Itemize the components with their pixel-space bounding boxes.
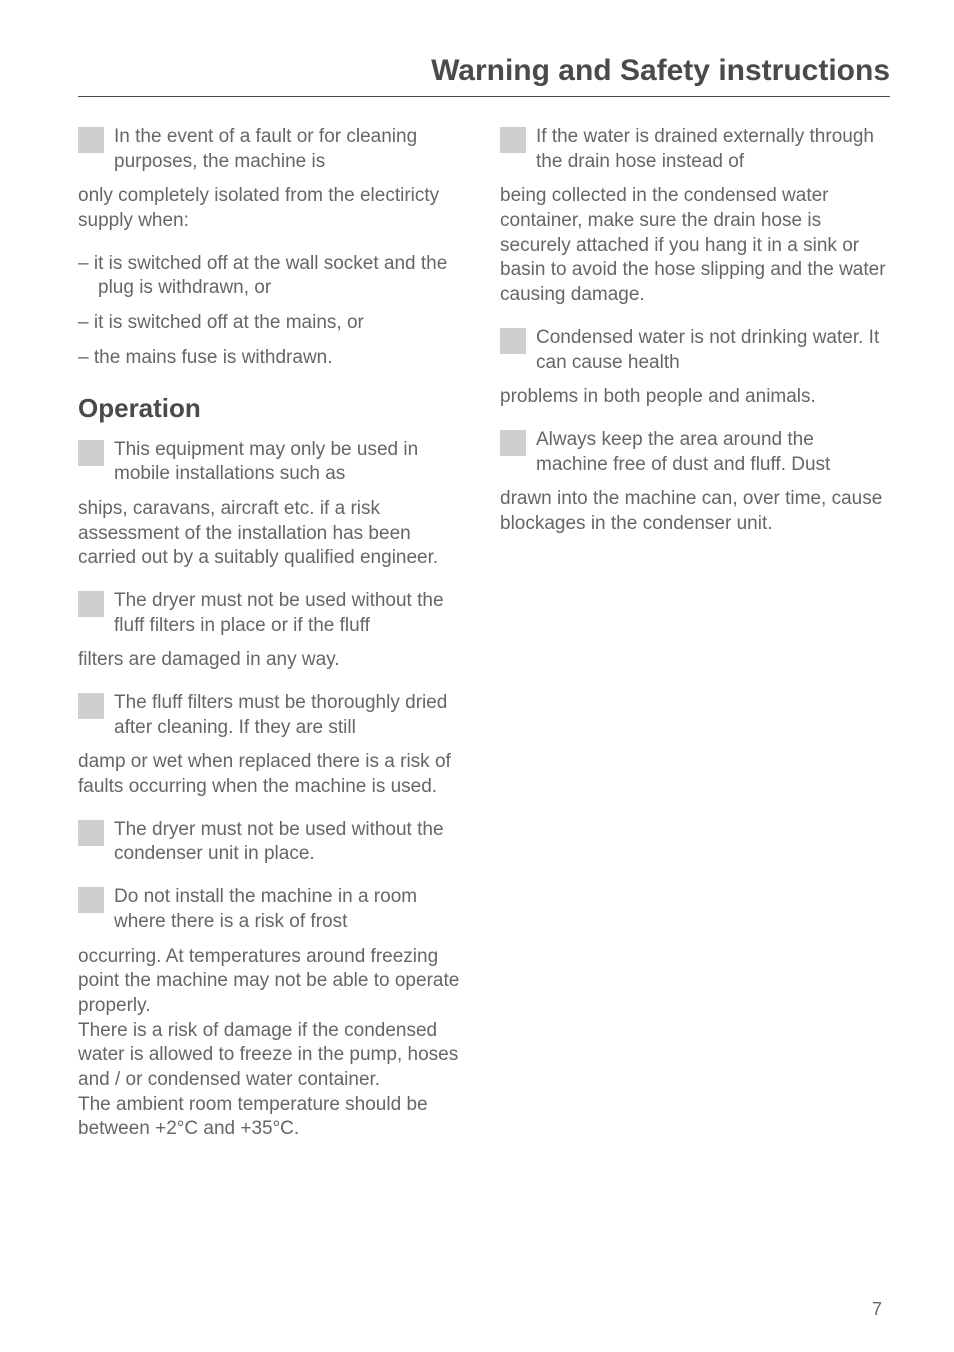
warning-text: The dryer must not be used without the c… — [114, 818, 468, 867]
bullet-icon — [78, 440, 104, 466]
title-divider — [78, 96, 890, 97]
bullet-icon — [78, 887, 104, 913]
content-columns: In the event of a fault or for cleaning … — [78, 125, 890, 1156]
warning-block: Condensed water is not drinking water. I… — [500, 326, 890, 375]
list-item: the mains fuse is withdrawn. — [78, 346, 468, 371]
page-title: Warning and Safety instructions — [78, 54, 890, 88]
warning-text: The fluff filters must be thoroughly dri… — [114, 691, 468, 740]
warning-text: In the event of a fault or for cleaning … — [114, 125, 468, 174]
bullet-icon — [500, 127, 526, 153]
list-item: it is switched off at the mains, or — [78, 311, 468, 336]
warning-block: The dryer must not be used without the f… — [78, 589, 468, 638]
warning-text-cont: ships, caravans, aircraft etc. if a risk… — [78, 497, 468, 571]
warning-block: If the water is drained externally throu… — [500, 125, 890, 174]
isolation-list: it is switched off at the wall socket an… — [78, 252, 468, 371]
left-column: In the event of a fault or for cleaning … — [78, 125, 468, 1156]
warning-text: If the water is drained externally throu… — [536, 125, 890, 174]
bullet-icon — [78, 693, 104, 719]
warning-text-cont: filters are damaged in any way. — [78, 648, 468, 673]
warning-text-cont: damp or wet when replaced there is a ris… — [78, 750, 468, 799]
operation-heading: Operation — [78, 393, 468, 424]
warning-block: In the event of a fault or for cleaning … — [78, 125, 468, 174]
warning-text-cont: only completely isolated from the electi… — [78, 184, 468, 233]
right-column: If the water is drained externally throu… — [500, 125, 890, 1156]
bullet-icon — [78, 591, 104, 617]
warning-block: The dryer must not be used without the c… — [78, 818, 468, 867]
warning-text-cont: occurring. At temperatures around freezi… — [78, 945, 468, 1143]
warning-text: Always keep the area around the machine … — [536, 428, 890, 477]
warning-text: The dryer must not be used without the f… — [114, 589, 468, 638]
bullet-icon — [78, 820, 104, 846]
warning-text-cont: being collected in the condensed water c… — [500, 184, 890, 307]
page-number: 7 — [872, 1299, 882, 1320]
warning-text-cont: problems in both people and animals. — [500, 385, 890, 410]
warning-text: Condensed water is not drinking water. I… — [536, 326, 890, 375]
warning-block: Always keep the area around the machine … — [500, 428, 890, 477]
warning-text: This equipment may only be used in mobil… — [114, 438, 468, 487]
list-item: it is switched off at the wall socket an… — [78, 252, 468, 301]
bullet-icon — [500, 430, 526, 456]
warning-block: The fluff filters must be thoroughly dri… — [78, 691, 468, 740]
warning-text: Do not install the machine in a room whe… — [114, 885, 468, 934]
bullet-icon — [500, 328, 526, 354]
warning-block: Do not install the machine in a room whe… — [78, 885, 468, 934]
bullet-icon — [78, 127, 104, 153]
warning-text-cont: drawn into the machine can, over time, c… — [500, 487, 890, 536]
warning-block: This equipment may only be used in mobil… — [78, 438, 468, 487]
